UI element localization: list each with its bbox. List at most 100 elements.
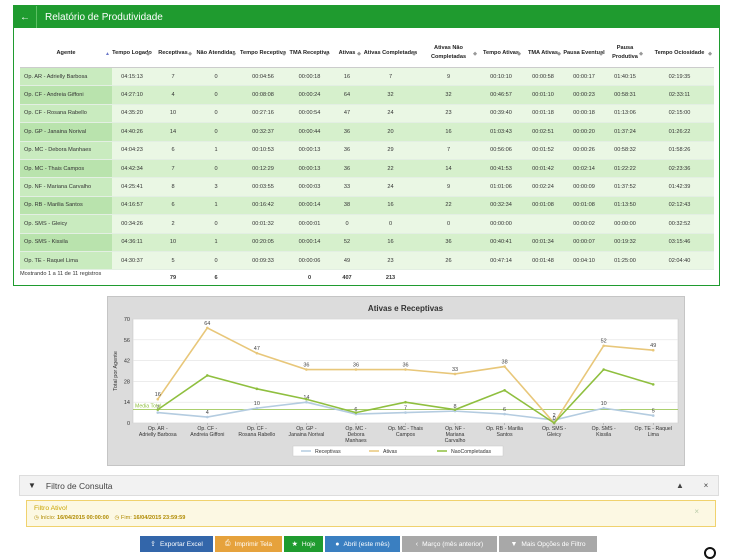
more-filter-options-button[interactable]: ▼ Mais Opções de Filtro xyxy=(499,536,597,552)
table-cell: 0 xyxy=(194,104,238,124)
column-header[interactable]: Pausa Produtiva ◆ xyxy=(605,39,645,68)
column-header-label: Não Atendidas xyxy=(196,49,236,56)
table-cell: 36 xyxy=(331,141,363,160)
sort-icon[interactable]: ◆ xyxy=(412,51,416,57)
column-header-label: Agente xyxy=(56,49,76,56)
alert-close-icon[interactable]: × xyxy=(694,507,699,516)
table-cell: 02:33:11 xyxy=(645,85,714,105)
sort-icon[interactable]: ◆ xyxy=(146,51,150,57)
table-row: Op. MC - Thais Campos 04:42:34 7 0 00:12:29 0… xyxy=(20,159,714,179)
table-cell: 00:16:42 xyxy=(238,196,288,216)
x-tick-label: Op. NF - xyxy=(445,426,465,432)
column-header[interactable]: Tempo Logado ◆ xyxy=(112,39,152,68)
sort-icon[interactable]: ◆ xyxy=(282,51,286,57)
table-cell: 00:00:54 xyxy=(288,104,331,124)
column-header[interactable]: Ativas ◆ xyxy=(331,39,363,68)
productivity-table: Agente ▲ Tempo Logado ◆ Receptivas ◆ Não Atend… xyxy=(20,39,714,286)
column-header[interactable]: Não Atendidas ◆ xyxy=(194,39,238,68)
table-cell: 00:46:57 xyxy=(479,85,523,105)
sort-icon[interactable]: ◆ xyxy=(232,51,236,57)
sort-icon[interactable]: ◆ xyxy=(639,51,643,57)
column-header[interactable]: TMA Receptiva ◆ xyxy=(288,39,331,68)
column-header[interactable]: Tempo Ativas ◆ xyxy=(479,39,523,68)
table-cell: 04:42:34 xyxy=(112,159,152,179)
column-header-label: Tempo Ociosidade xyxy=(654,49,705,56)
column-header-label: Tempo Receptiva xyxy=(240,49,286,56)
sort-icon[interactable]: ◆ xyxy=(357,51,361,57)
data-point xyxy=(651,383,655,386)
sort-icon[interactable]: ◆ xyxy=(708,51,712,57)
table-cell: 00:32:34 xyxy=(479,196,523,216)
column-header[interactable]: Tempo Receptiva ◆ xyxy=(238,39,288,68)
collapse-icon[interactable]: ▲ xyxy=(676,481,684,490)
column-header[interactable]: TMA Ativas ◆ xyxy=(523,39,563,68)
column-header[interactable]: Tempo Ociosidade ◆ xyxy=(645,39,714,68)
x-tick-label: Kissila xyxy=(596,432,611,438)
y-tick-label: 56 xyxy=(124,338,130,344)
table-cell: 01:37:24 xyxy=(605,122,645,142)
data-point xyxy=(305,397,308,401)
close-icon[interactable]: × xyxy=(703,481,709,490)
table-cell: 04:25:41 xyxy=(112,177,152,197)
sort-asc-icon[interactable]: ▲ xyxy=(105,51,110,57)
sort-icon[interactable]: ◆ xyxy=(188,51,192,57)
table-cell: 00:01:34 xyxy=(523,233,563,252)
sort-icon[interactable]: ◆ xyxy=(473,51,477,57)
this-month-button[interactable]: ● Abril (este mês) xyxy=(325,536,400,552)
filter-title: Filtro de Consulta xyxy=(45,480,113,491)
sort-icon[interactable]: ◆ xyxy=(557,51,561,57)
table-cell: 04:15:13 xyxy=(112,67,152,87)
today-button[interactable]: ★ Hoje xyxy=(284,536,323,552)
print-button[interactable]: ⎙ Imprimir Tela xyxy=(215,536,282,552)
table-cell: 1 xyxy=(194,233,238,252)
back-arrow-icon[interactable]: ← xyxy=(14,6,37,28)
data-label: 10 xyxy=(601,401,607,407)
export-excel-button[interactable]: ⇪ Exportar Excel xyxy=(140,536,213,552)
x-tick-label: Carvalho xyxy=(445,438,466,444)
column-header[interactable]: Ativas Completadas ◆ xyxy=(363,39,418,68)
data-label: 36 xyxy=(353,363,359,369)
column-header[interactable]: Receptivas ◆ xyxy=(152,39,194,68)
table-cell: 8 xyxy=(152,177,194,197)
table-cell: 00:00:58 xyxy=(523,67,563,87)
column-header[interactable]: Ativas Não Completadas ◆ xyxy=(418,39,479,68)
sort-icon[interactable]: ◆ xyxy=(325,51,329,57)
agent-cell: Op. AR - Adrielly Barbosa xyxy=(20,67,112,87)
end-label: Fim: xyxy=(120,515,132,521)
agent-cell: Op. NF - Mariana Carvalho xyxy=(20,177,112,197)
total-cell: 0 xyxy=(288,269,331,286)
total-cell xyxy=(523,269,563,286)
previous-month-button[interactable]: ‹ Março (mês anterior) xyxy=(402,536,497,552)
alert-title: Filtro Ativo! xyxy=(34,505,68,512)
table-cell: 04:30:37 xyxy=(112,251,152,271)
table-cell: 33 xyxy=(331,177,363,197)
agent-cell: Op. TE - Raquel Lima xyxy=(20,251,112,271)
sort-icon[interactable]: ◆ xyxy=(599,51,603,57)
table-cell: 00:01:52 xyxy=(523,141,563,160)
x-tick-label: Campos xyxy=(396,432,416,438)
filter-bar[interactable]: ▼ Filtro de Consulta ▲ × xyxy=(19,475,719,496)
agent-cell: Op. GP - Janaina Norival xyxy=(20,122,112,142)
data-label: 7 xyxy=(404,406,407,412)
data-point xyxy=(404,411,407,414)
table-cell: 00:00:02 xyxy=(563,214,605,234)
y-tick-label: 28 xyxy=(124,379,130,385)
data-label: 10 xyxy=(254,401,260,407)
table-cell: 7 xyxy=(418,141,479,160)
table-cell: 7 xyxy=(152,67,194,87)
table-cell: 14 xyxy=(418,159,479,179)
table-cell: 00:12:29 xyxy=(238,159,288,179)
x-tick-label: Op. SMS - xyxy=(592,426,616,432)
column-header[interactable]: Pausa Eventual ◆ xyxy=(563,39,605,68)
table-cell: 00:41:53 xyxy=(479,159,523,179)
table-cell: 32 xyxy=(418,85,479,105)
table-cell: 5 xyxy=(152,251,194,271)
settings-icon[interactable] xyxy=(704,547,716,559)
column-header[interactable]: Agente ▲ xyxy=(20,39,112,68)
chart-title: Ativas e Receptivas xyxy=(368,304,444,313)
table-cell: 00:01:32 xyxy=(238,214,288,234)
table-row: Op. CF - Andreia Giffoni 04:27:10 4 0 00:08:… xyxy=(20,85,714,105)
end-value: 16/04/2015 23:59:59 xyxy=(133,515,186,521)
table-cell: 00:56:06 xyxy=(479,141,523,160)
sort-icon[interactable]: ◆ xyxy=(517,51,521,57)
